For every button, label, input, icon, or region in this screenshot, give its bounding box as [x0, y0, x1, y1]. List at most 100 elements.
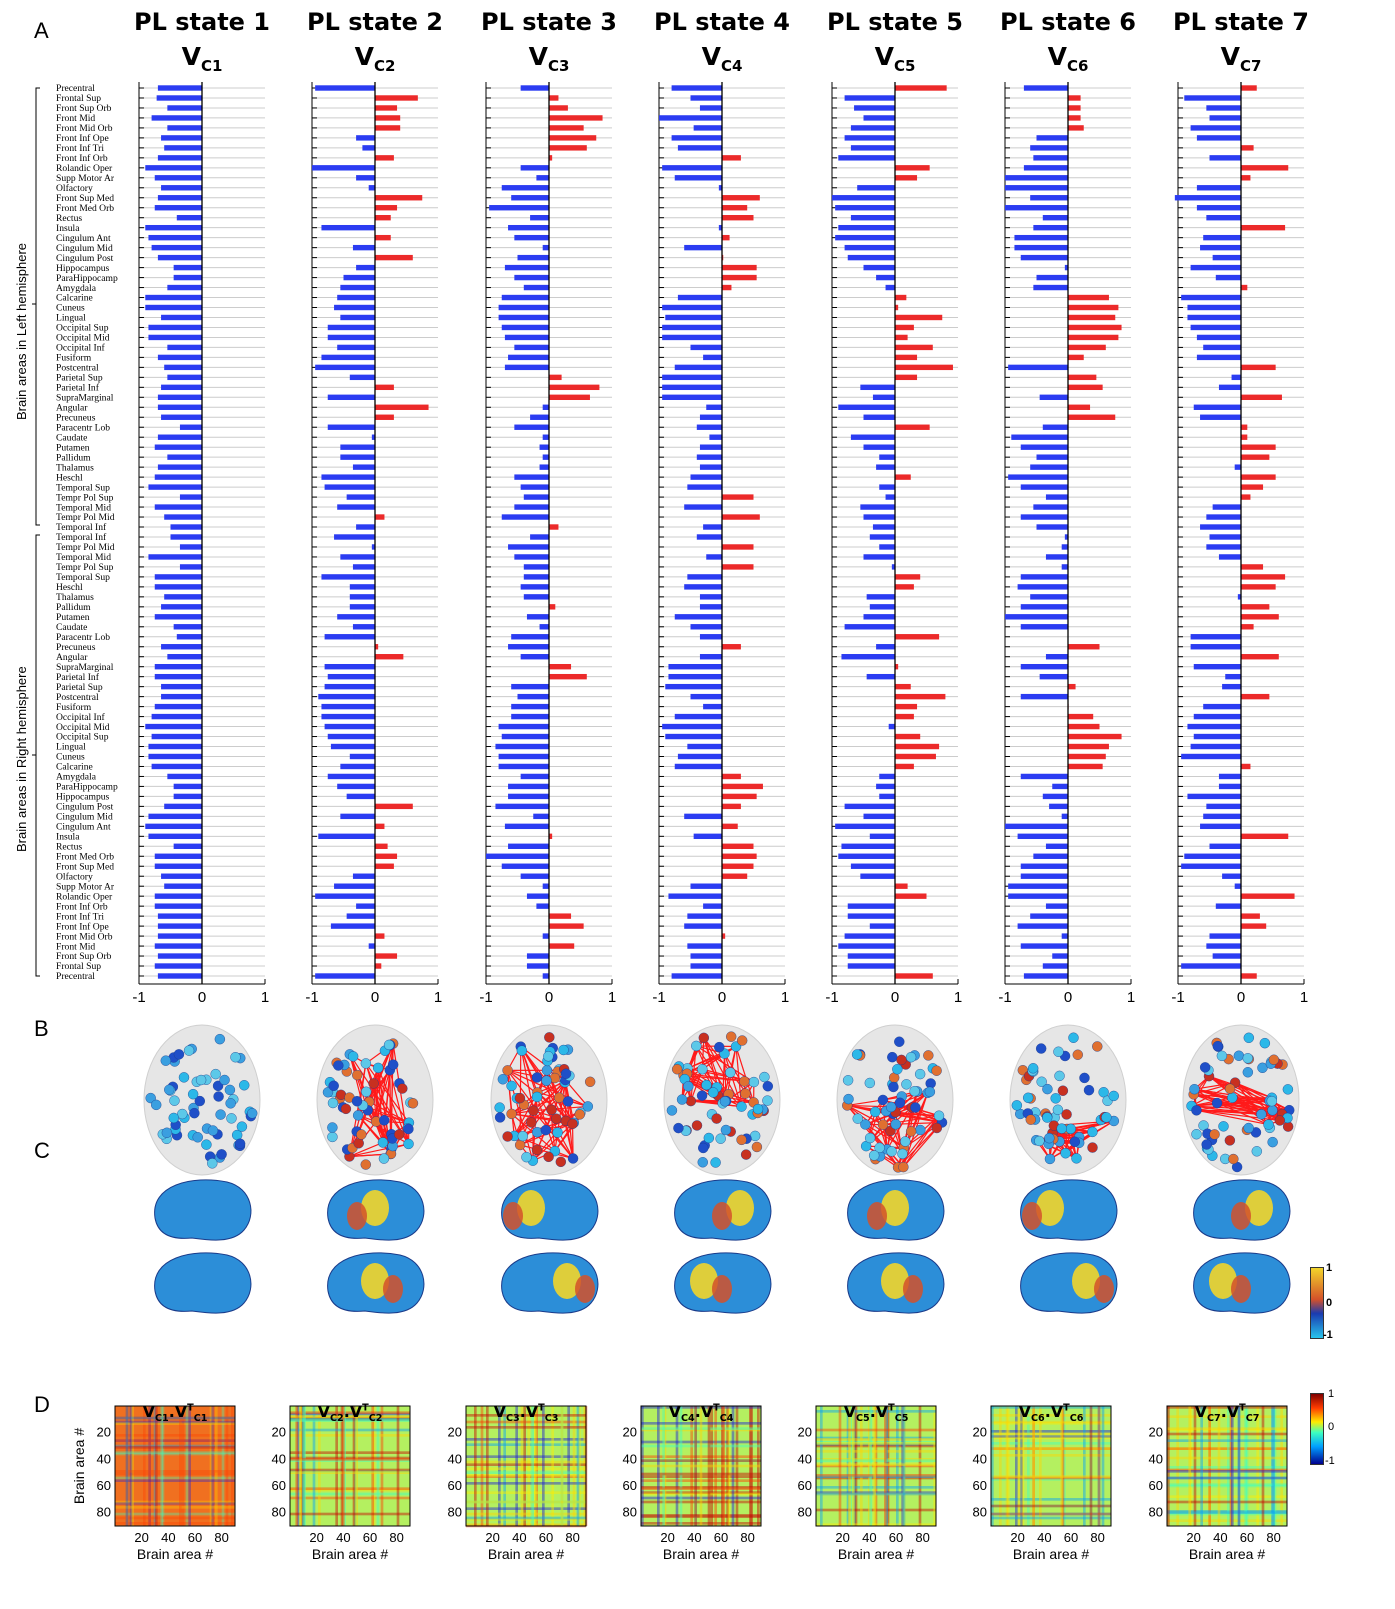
brain-node: [714, 1041, 725, 1053]
heatmap-title-6: VC6.VTC6: [1018, 1402, 1084, 1425]
heatmap-stripe: [991, 1436, 1111, 1440]
heatmap-stripe: [854, 1406, 858, 1526]
bar: [662, 394, 722, 401]
heatmap-stripe: [1271, 1406, 1274, 1526]
bar: [523, 594, 549, 600]
heatmap-y-tick: 40: [798, 1451, 812, 1466]
brain-node: [698, 1032, 710, 1044]
brain-node: [544, 1032, 555, 1043]
heatmap-stripe: [1167, 1476, 1287, 1480]
bar: [722, 933, 726, 939]
brain-node: [353, 1138, 364, 1149]
heatmap-stripe: [515, 1406, 518, 1526]
heatmap-title-4: VC4.VTC4: [668, 1402, 734, 1425]
bar: [154, 903, 202, 909]
heatmap-stripe: [466, 1507, 586, 1510]
heatmap-stripe: [991, 1420, 1111, 1424]
heatmap-stripe: [380, 1406, 384, 1526]
colorbar-d: [1310, 1393, 1324, 1465]
brain-node: [164, 1084, 175, 1095]
panel-letter-d: D: [34, 1392, 50, 1417]
region-label: Temporal Mid: [56, 502, 111, 513]
heatmap-stripe: [1280, 1406, 1283, 1526]
bar: [321, 474, 375, 480]
bar: [850, 863, 895, 869]
bar: [542, 404, 549, 410]
bar: [539, 624, 549, 630]
bar: [850, 125, 895, 131]
heatmap-frame: [640, 1405, 762, 1527]
brain-node: [1060, 1148, 1071, 1159]
heatmap-stripe: [884, 1406, 887, 1526]
heatmap-stripe: [503, 1406, 506, 1526]
brain-node: [905, 1126, 917, 1137]
bar: [1241, 434, 1248, 440]
state-vector-label-6: VC6: [1047, 42, 1089, 75]
heatmap-stripe: [1167, 1510, 1287, 1513]
bar: [148, 554, 202, 560]
bar: [318, 693, 375, 700]
brain-node: [691, 1040, 702, 1052]
bar: [157, 354, 202, 361]
bar: [549, 663, 572, 670]
bar: [1190, 634, 1241, 640]
heatmap-stripe: [991, 1422, 1111, 1425]
brain-node: [1087, 1126, 1098, 1138]
bar: [690, 624, 722, 630]
bar: [1030, 195, 1068, 201]
bar: [722, 863, 754, 869]
heatmap-stripe: [816, 1444, 936, 1448]
bar: [659, 115, 722, 121]
brain-node: [740, 1088, 751, 1099]
brain-node: [1191, 1129, 1202, 1140]
bar: [863, 264, 895, 271]
bar: [549, 833, 553, 840]
bar: [164, 803, 202, 810]
bar: [885, 284, 895, 291]
bar: [549, 384, 600, 391]
heatmap-y-tick: 20: [1149, 1425, 1163, 1440]
heatmap-stripe: [991, 1432, 1111, 1436]
bar: [375, 125, 401, 131]
brain-node: [1022, 1092, 1034, 1103]
x-tick-label: 1: [1300, 989, 1308, 1006]
brain-node: [552, 1127, 563, 1138]
brain-node: [546, 1104, 557, 1116]
heatmap-x-tick: 20: [1186, 1530, 1200, 1545]
brain-node: [1201, 1139, 1212, 1150]
bar: [321, 574, 375, 580]
region-label: Insula: [56, 223, 80, 234]
brain-node: [169, 1095, 180, 1106]
bar: [375, 155, 394, 161]
heatmap-stripe: [710, 1406, 713, 1526]
brain-node: [528, 1105, 539, 1116]
brain-node: [327, 1097, 339, 1109]
bar: [1184, 853, 1241, 859]
bar: [530, 215, 549, 221]
brain-node: [551, 1113, 562, 1124]
region-label: Front Inf Tri: [56, 911, 104, 922]
brain-node: [843, 1093, 854, 1105]
heatmap-stripe: [125, 1406, 129, 1526]
bar: [1033, 504, 1068, 510]
brain-node: [896, 1054, 907, 1066]
bar: [321, 224, 375, 231]
bar: [674, 763, 722, 770]
heatmap-y-tick: 60: [97, 1478, 111, 1493]
bar: [1068, 314, 1116, 321]
bar: [167, 773, 202, 780]
bar: [722, 773, 741, 780]
bar: [1036, 274, 1068, 281]
brain-node: [697, 1064, 708, 1075]
bar: [1045, 843, 1068, 849]
heatmap-stripe: [1237, 1406, 1241, 1526]
heatmap-stripe: [466, 1463, 586, 1466]
bar: [1203, 344, 1241, 351]
brain-node: [676, 1094, 688, 1105]
bar: [486, 853, 549, 859]
brain-node: [1266, 1095, 1278, 1107]
brain-node: [897, 1148, 908, 1160]
brain-node: [351, 1096, 363, 1107]
heatmap-stripe: [160, 1406, 163, 1526]
heatmap-stripe: [1167, 1415, 1287, 1418]
